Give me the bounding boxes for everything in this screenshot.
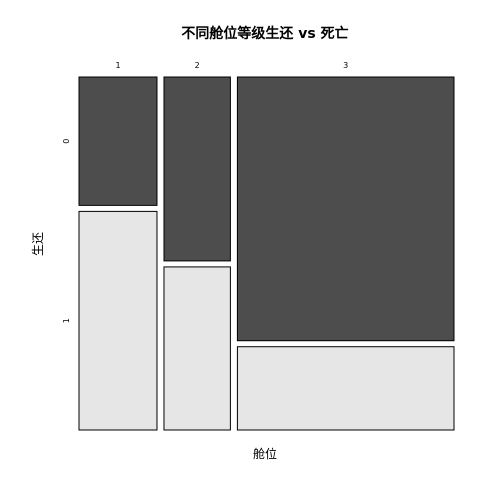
tile-class-3-survived-1 (236, 346, 455, 431)
x-axis-label: 舱位 (253, 446, 277, 461)
tile-class-1-survived-1 (78, 210, 158, 431)
y-tick-label-0: 0 (62, 139, 71, 144)
y-axis-label: 生还 (31, 232, 45, 256)
tile-class-2-survived-1 (163, 266, 231, 431)
chart-title: 不同舱位等级生还 vs 死亡 (181, 25, 348, 42)
tile-class-1-survived-0 (78, 76, 158, 206)
tile-class-3-survived-0 (236, 76, 455, 342)
x-tick-labels: 1 2 3 (115, 61, 348, 70)
x-tick-label-1: 1 (115, 61, 120, 70)
y-tick-label-1: 1 (62, 318, 71, 323)
x-tick-label-3: 3 (343, 61, 348, 70)
tile-class-2-survived-0 (163, 76, 231, 262)
x-tick-label-2: 2 (195, 61, 200, 70)
y-tick-labels: 01 (62, 139, 71, 324)
mosaic-tiles (78, 76, 455, 431)
